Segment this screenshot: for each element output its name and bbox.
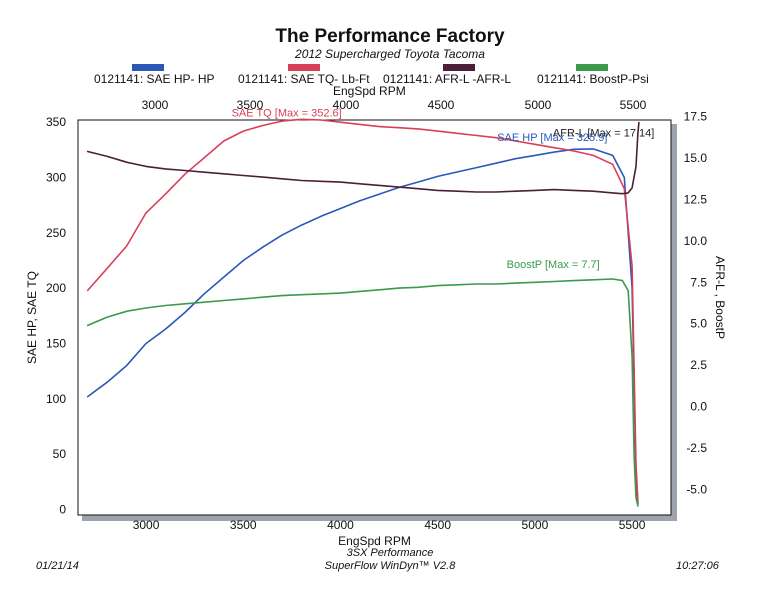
- legend-swatch-hp: [132, 64, 164, 71]
- series-annotations: SAE HP [Max = 325.9] SAE TQ [Max = 352.6]…: [232, 107, 655, 271]
- legend-swatch-tq: [288, 64, 320, 71]
- footer-time: 10:27:06: [676, 560, 719, 572]
- x-tick-label: 5000: [522, 518, 549, 532]
- series-line-afr-l: [86, 121, 640, 195]
- y-tick-label: 0: [59, 502, 66, 516]
- series-lines: [86, 118, 640, 507]
- legend-label-afr: 0121141: AFR-L -AFR-L: [383, 72, 512, 86]
- top-axis-label: EngSpd RPM: [333, 84, 406, 98]
- y2-tick-label: -2.5: [686, 441, 707, 455]
- y2-tick-label: 0.0: [690, 400, 707, 414]
- y-tick-label: 50: [53, 447, 67, 461]
- chart-title: The Performance Factory: [275, 26, 505, 47]
- x-tick-label: 5500: [619, 518, 646, 532]
- plot-area: [77, 119, 672, 516]
- y2-tick-label: 15.0: [684, 151, 708, 165]
- legend-swatch-boost: [576, 64, 608, 71]
- top-axis-tick: 4500: [427, 98, 455, 112]
- y-tick-label: 150: [46, 337, 66, 351]
- footer-software: SuperFlow WinDyn™ V2.8: [324, 560, 456, 572]
- annotation-boostp: BoostP [Max = 7.7]: [507, 259, 600, 271]
- y2-tick-label: 7.5: [690, 275, 707, 289]
- axis-ticks: 0 50 100 150 200 250 300 350 -5.0 -2.5 0.0 2.5 5.0 7.…: [46, 110, 707, 532]
- y2-tick-label: 17.5: [684, 110, 708, 124]
- top-axis-tick: 5500: [619, 98, 647, 112]
- frame-shadow-bottom: [82, 515, 677, 521]
- y-tick-label: 200: [46, 281, 66, 295]
- x-tick-label: 4000: [327, 518, 354, 532]
- series-line-boostp: [86, 278, 639, 507]
- axis-labels: EngSpd RPM SAE HP, SAE TQ AFR-L , BoostP: [25, 256, 727, 548]
- y-tick-label: 300: [46, 171, 66, 185]
- y-tick-label: 100: [46, 392, 66, 406]
- chart-subtitle: 2012 Supercharged Toyota Tacoma: [295, 47, 485, 61]
- plot-frame: [77, 119, 677, 521]
- top-axis-tick: 5000: [524, 98, 552, 112]
- y2-tick-label: -5.0: [686, 482, 707, 496]
- y-tick-label: 350: [46, 115, 66, 129]
- footer-company: 3SX Performance: [346, 547, 434, 559]
- top-axis-tick: 3000: [141, 98, 169, 112]
- x-tick-label: 3500: [230, 518, 257, 532]
- legend-swatch-afr: [443, 64, 475, 71]
- top-axis-tick: 3500: [236, 98, 264, 112]
- frame-shadow-right: [671, 124, 677, 521]
- y-tick-label: 250: [46, 226, 66, 240]
- legend-label-hp: 0121141: SAE HP- HP: [94, 72, 215, 86]
- y2-tick-label: 5.0: [690, 317, 707, 331]
- footer-date: 01/21/14: [36, 560, 79, 572]
- x-tick-label: 4500: [424, 518, 451, 532]
- y2-tick-label: 12.5: [684, 192, 708, 206]
- legend-label-tq: 0121141: SAE TQ- Lb-Ft: [238, 72, 370, 86]
- annotation-sae-hp: SAE HP [Max = 325.9]: [497, 132, 607, 144]
- top-axis-tick: 4000: [332, 98, 360, 112]
- legend-label-boost: 0121141: BoostP-Psi: [537, 72, 649, 86]
- x-axis-label: EngSpd RPM: [338, 534, 411, 548]
- annotation-afr-l: AFR-L [Max = 17.14]: [553, 128, 654, 140]
- y2-axis-label: AFR-L , BoostP: [713, 256, 727, 339]
- y2-tick-label: 2.5: [690, 358, 707, 372]
- series-line-sae-tq: [86, 118, 639, 502]
- annotation-sae-tq: SAE TQ [Max = 352.6]: [232, 107, 342, 119]
- y-axis-label: SAE HP, SAE TQ: [25, 271, 39, 364]
- series-line-sae-hp: [86, 148, 639, 505]
- x-tick-label: 3000: [133, 518, 160, 532]
- y2-tick-label: 10.0: [684, 234, 708, 248]
